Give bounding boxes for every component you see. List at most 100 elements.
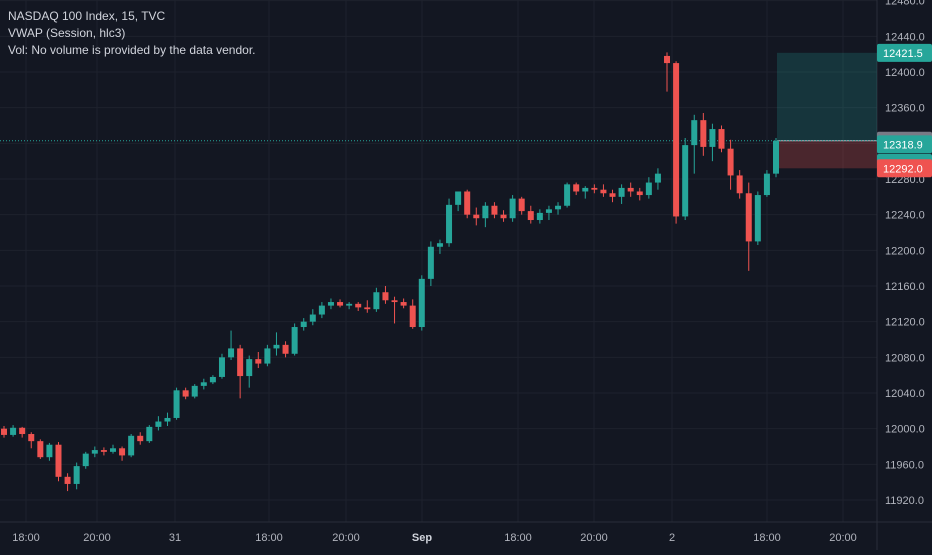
candle-body <box>128 435 135 456</box>
candle-body <box>446 204 453 244</box>
candle-body <box>700 120 707 147</box>
candle-body <box>555 205 562 210</box>
price-tick-label: 12400.0 <box>885 67 925 79</box>
candle-body <box>282 344 289 354</box>
candle-body <box>564 184 571 206</box>
candle-body <box>754 195 761 242</box>
price-tick-label: 12120.0 <box>885 317 925 329</box>
candle-body <box>237 348 244 377</box>
candle-body <box>418 278 425 328</box>
candle-body <box>164 417 171 422</box>
candle-body <box>382 292 389 301</box>
price-label-text: 12318.9 <box>883 139 923 151</box>
price-tick-label: 12080.0 <box>885 352 925 364</box>
candle-body <box>255 359 262 364</box>
candle-body <box>391 300 398 303</box>
chart-legend: NASDAQ 100 Index, 15, TVC VWAP (Session,… <box>8 8 255 59</box>
candle-body <box>155 421 162 427</box>
position-profit-zone[interactable] <box>777 52 877 141</box>
candle-body <box>137 435 144 442</box>
candle-body <box>409 305 416 328</box>
candle-body <box>264 348 271 364</box>
price-tick-label: 12040.0 <box>885 388 925 400</box>
position-stop-zone[interactable] <box>777 140 877 169</box>
candle-body <box>682 145 689 217</box>
time-tick-label: 20:00 <box>83 532 111 544</box>
candle-body <box>209 376 216 383</box>
candle-body <box>146 426 153 442</box>
candle-body <box>318 305 325 315</box>
candle-body <box>228 348 235 358</box>
candle-body <box>536 212 543 221</box>
candle-body <box>100 450 107 452</box>
time-tick-label: Sep <box>412 532 432 544</box>
price-tick-label: 12160.0 <box>885 281 925 293</box>
candle-body <box>718 129 725 149</box>
candle-body <box>1 428 7 435</box>
candle-body <box>10 427 17 435</box>
candle-body <box>82 453 89 467</box>
price-label-text: 12421.5 <box>883 48 923 60</box>
candle-body <box>119 448 126 456</box>
candle-body <box>64 476 71 484</box>
candle-body <box>582 187 589 192</box>
price-tick-label: 12440.0 <box>885 31 925 43</box>
price-label-box <box>877 43 932 62</box>
candle-body <box>636 191 643 196</box>
candle-body <box>309 314 316 322</box>
candle-body <box>173 390 180 418</box>
candle-body <box>500 214 507 219</box>
candle-body <box>600 189 607 194</box>
candle-body <box>346 303 353 306</box>
candle-body <box>218 357 225 377</box>
candle-body <box>645 182 652 196</box>
candle-body <box>773 140 779 174</box>
price-tick-label: 11960.0 <box>885 459 924 471</box>
volume-indicator-label[interactable]: Vol: No volume is provided by the data v… <box>8 43 256 57</box>
time-tick-label: 20:00 <box>580 532 608 544</box>
price-label-box <box>877 135 932 154</box>
candle-body <box>609 193 616 197</box>
vwap-indicator-label[interactable]: VWAP (Session, hlc3) <box>8 26 126 40</box>
candle-body <box>527 211 534 221</box>
candle-body <box>19 427 26 435</box>
symbol-title[interactable]: NASDAQ 100 Index, 15, TVC <box>8 9 166 23</box>
candle-body <box>73 466 80 484</box>
candle-body <box>427 246 434 279</box>
candle-body <box>509 198 516 219</box>
price-tick-label: 12000.0 <box>885 424 925 436</box>
candle-body <box>91 450 98 454</box>
time-tick-label: 20:00 <box>829 532 857 544</box>
candle-body <box>727 148 734 176</box>
candle-body <box>545 209 552 213</box>
candle-body <box>745 193 752 242</box>
candle-body <box>273 344 280 349</box>
time-tick-label: 18:00 <box>753 532 781 544</box>
candle-body <box>46 444 53 458</box>
candle-body <box>573 184 580 192</box>
candle-body <box>627 187 634 192</box>
candle-body <box>364 307 371 310</box>
candle-body <box>491 205 498 215</box>
candle-body <box>736 175 743 194</box>
price-tick-label: 12480.0 <box>885 0 925 8</box>
candle-body <box>518 198 525 212</box>
price-tick-label: 12360.0 <box>885 103 925 115</box>
candle-body <box>763 173 770 196</box>
candle-body <box>482 205 489 219</box>
time-tick-label: 18:00 <box>504 532 532 544</box>
candle-body <box>355 303 362 308</box>
candle-body <box>709 129 716 147</box>
candle-body <box>200 382 207 386</box>
candle-body <box>400 302 407 306</box>
time-tick-label: 18:00 <box>255 532 283 544</box>
price-tick-label: 12240.0 <box>885 210 925 222</box>
candle-body <box>28 434 35 442</box>
candle-body <box>691 120 698 146</box>
candle-body <box>246 359 253 377</box>
price-label-box <box>877 159 932 178</box>
time-tick-label: 31 <box>169 532 181 544</box>
